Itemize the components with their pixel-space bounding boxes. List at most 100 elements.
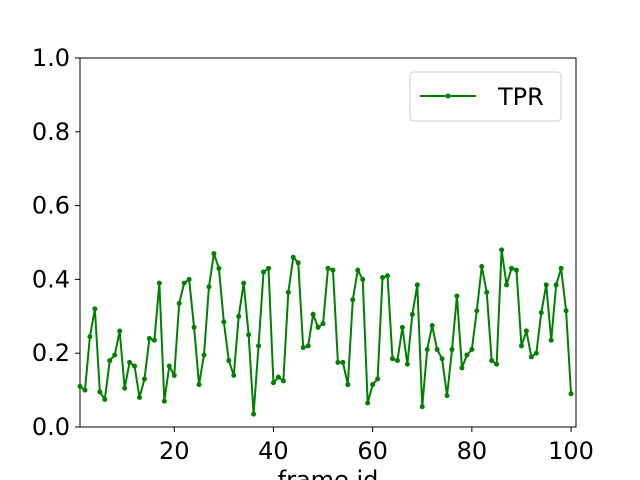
x-tick-label: 40 bbox=[258, 437, 289, 465]
data-point bbox=[528, 354, 534, 360]
data-point bbox=[176, 300, 182, 306]
data-point bbox=[256, 343, 262, 349]
legend-marker-icon bbox=[445, 93, 451, 99]
plot-area bbox=[79, 57, 577, 428]
data-point bbox=[270, 380, 276, 386]
data-point bbox=[454, 293, 460, 299]
data-point bbox=[161, 398, 167, 404]
legend: TPR bbox=[409, 71, 562, 122]
data-point bbox=[275, 374, 281, 380]
data-point bbox=[97, 389, 103, 395]
data-point bbox=[375, 376, 381, 382]
data-point bbox=[538, 310, 544, 316]
y-tick-label: 0.2 bbox=[32, 339, 70, 367]
data-point bbox=[504, 282, 510, 288]
data-point bbox=[380, 275, 386, 281]
data-point bbox=[399, 324, 405, 330]
data-point bbox=[340, 359, 346, 365]
data-point bbox=[459, 365, 465, 371]
data-point bbox=[127, 359, 133, 365]
y-axis: 0.0 0.2 0.4 0.6 0.8 1.0 bbox=[32, 44, 80, 441]
x-tick-label: 20 bbox=[159, 437, 190, 465]
data-point bbox=[484, 289, 490, 295]
data-point bbox=[513, 267, 519, 273]
data-point bbox=[469, 347, 475, 353]
data-point bbox=[370, 382, 376, 388]
data-point bbox=[191, 324, 197, 330]
data-point bbox=[409, 311, 415, 317]
data-point bbox=[151, 337, 157, 343]
data-point bbox=[122, 385, 128, 391]
y-tick-label: 1.0 bbox=[32, 44, 70, 72]
data-point bbox=[345, 382, 351, 388]
data-point bbox=[146, 335, 152, 341]
data-point bbox=[206, 284, 212, 290]
data-point bbox=[449, 347, 455, 353]
data-point bbox=[509, 265, 515, 271]
y-tick-label: 0.6 bbox=[32, 192, 70, 220]
data-point bbox=[553, 282, 559, 288]
y-tick-label: 0.0 bbox=[32, 413, 70, 441]
x-tick-label: 100 bbox=[548, 437, 594, 465]
data-point bbox=[137, 394, 143, 400]
data-point bbox=[548, 337, 554, 343]
data-point bbox=[102, 396, 108, 402]
data-point bbox=[563, 308, 569, 314]
data-point bbox=[429, 323, 435, 329]
data-point bbox=[330, 267, 336, 273]
data-point bbox=[226, 358, 232, 364]
data-point bbox=[499, 247, 505, 253]
data-point bbox=[82, 387, 88, 393]
data-point bbox=[404, 361, 410, 367]
data-point bbox=[107, 358, 113, 364]
data-point bbox=[117, 328, 123, 334]
data-point bbox=[494, 361, 500, 367]
data-point bbox=[132, 363, 138, 369]
data-point bbox=[241, 280, 247, 286]
data-point bbox=[394, 358, 400, 364]
data-point bbox=[156, 280, 162, 286]
data-point bbox=[236, 313, 242, 319]
data-point bbox=[300, 345, 306, 351]
x-axis: 20 40 60 80 100 bbox=[159, 427, 594, 465]
data-point bbox=[246, 332, 252, 338]
data-point bbox=[211, 251, 217, 257]
data-point bbox=[201, 352, 207, 358]
data-point bbox=[315, 324, 321, 330]
x-tick-label: 60 bbox=[357, 437, 388, 465]
data-point bbox=[310, 311, 316, 317]
data-point bbox=[439, 356, 445, 362]
data-point bbox=[355, 267, 361, 273]
data-point bbox=[280, 378, 286, 384]
data-point bbox=[305, 343, 311, 349]
data-point bbox=[523, 328, 529, 334]
data-point bbox=[424, 347, 430, 353]
data-point bbox=[112, 352, 118, 358]
data-point bbox=[87, 334, 93, 340]
data-point bbox=[251, 411, 257, 417]
data-point bbox=[265, 265, 271, 271]
data-point bbox=[568, 391, 574, 397]
data-point bbox=[533, 350, 539, 356]
series-line-tpr bbox=[79, 249, 573, 415]
data-point bbox=[434, 347, 440, 353]
data-point bbox=[558, 265, 564, 271]
data-point bbox=[231, 372, 237, 378]
x-axis-label: frame id bbox=[278, 466, 379, 480]
data-point bbox=[166, 363, 172, 369]
data-point bbox=[543, 282, 549, 288]
data-point bbox=[385, 273, 391, 279]
y-tick-label: 0.4 bbox=[32, 265, 70, 293]
data-point bbox=[92, 306, 98, 312]
data-point bbox=[216, 265, 222, 271]
data-point bbox=[389, 356, 395, 362]
data-point bbox=[518, 343, 524, 349]
data-point bbox=[171, 372, 177, 378]
data-point bbox=[141, 376, 147, 382]
y-tick-label: 0.8 bbox=[32, 118, 70, 146]
data-point bbox=[320, 321, 326, 327]
data-point bbox=[186, 276, 192, 282]
series-points-tpr bbox=[77, 247, 574, 417]
data-point bbox=[414, 282, 420, 288]
